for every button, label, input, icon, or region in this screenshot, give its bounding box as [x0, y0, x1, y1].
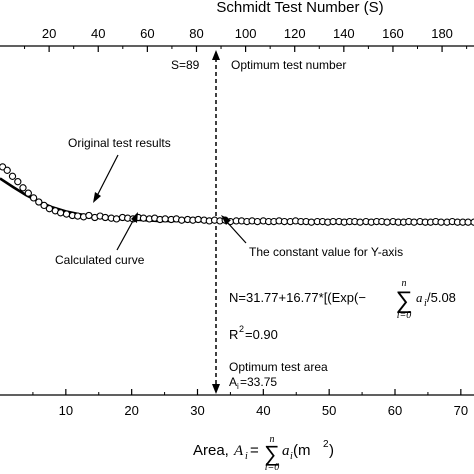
optimum-area-number: =33.75: [240, 375, 277, 389]
bottom-tick-label: 50: [322, 403, 336, 418]
data-point: [437, 218, 445, 226]
bottom-axis-title-eq: =: [250, 442, 259, 459]
data-point: [45, 205, 54, 213]
data-point: [8, 172, 17, 180]
data-point: [329, 217, 337, 226]
data-point: [139, 214, 148, 222]
r2-suffix: =0.90: [245, 327, 278, 342]
calculated-curve-label: Calculated curve: [55, 253, 145, 267]
equation-prefix: N=31.77+16.77*[(Exp(−: [229, 290, 366, 305]
optimum-line-arrow-top: [212, 50, 220, 60]
equation-sum-top: n: [402, 278, 407, 289]
data-point: [101, 213, 109, 222]
data-point: [40, 201, 48, 210]
bottom-axis-title-sum-bottom: i=0: [265, 462, 280, 473]
bottom-axis-title-sum-top: n: [270, 434, 275, 445]
data-point: [62, 210, 71, 218]
data-point: [194, 215, 202, 224]
data-point: [29, 194, 38, 202]
optimum-area-value: A i =33.75: [229, 375, 277, 391]
data-point: [410, 218, 418, 226]
data-point: [280, 217, 289, 226]
data-point: [14, 178, 22, 186]
top-tick-label: 60: [140, 26, 154, 41]
data-point: [74, 212, 82, 220]
data-point: [253, 217, 262, 226]
bottom-tick-label: 40: [256, 403, 270, 418]
top-tick-label: 80: [189, 26, 203, 41]
s-label: S=89: [171, 58, 200, 72]
data-point: [464, 218, 472, 226]
bottom-tick-label: 60: [388, 403, 402, 418]
optimum-area-var-sub: i: [237, 382, 239, 391]
data-point: [178, 216, 186, 224]
top-tick-label: 120: [284, 26, 306, 41]
data-point: [307, 218, 316, 226]
optimum-line-arrow-bottom: [212, 384, 220, 394]
bottom-axis-title-term-sub: i: [290, 451, 293, 462]
bottom-axis-ticks: 10 20 30 40 50 60 70: [32, 389, 468, 418]
bottom-axis-title-units-close: ): [329, 442, 334, 459]
constant-value-arrowhead: [221, 215, 231, 225]
data-point: [56, 209, 65, 217]
bottom-axis-title: Area, A i = n ∑ i=0 a i (m 2 ): [193, 434, 334, 473]
data-point: [85, 211, 93, 220]
fit-equation: N=31.77+16.77*[(Exp(− n ∑ i=0 a i /5.08: [229, 278, 456, 321]
data-point: [383, 218, 391, 226]
top-tick-label: 100: [235, 26, 257, 41]
bottom-axis-title-prefix: Area,: [193, 442, 229, 459]
bottom-tick-label: 70: [454, 403, 468, 418]
r-squared: R 2 =0.90: [229, 324, 278, 342]
top-axis-title: Schmidt Test Number (S): [216, 0, 383, 16]
original-test-points: [0, 163, 474, 226]
data-point: [356, 218, 364, 226]
top-tick-label: 180: [431, 26, 453, 41]
top-tick-label: 40: [91, 26, 105, 41]
bottom-axis-title-term: a: [282, 443, 290, 459]
calculated-curve-arrowhead: [131, 212, 138, 223]
bottom-tick-label: 10: [59, 403, 73, 418]
original-results-arrowhead: [93, 192, 101, 203]
r2-prefix: R: [229, 327, 238, 342]
calculated-curve-arrow: [116, 218, 135, 251]
bottom-tick-label: 30: [190, 403, 204, 418]
data-point: [24, 189, 32, 197]
optimum-test-number-label: Optimum test number: [231, 58, 346, 72]
top-axis-ticks: 20 40 60 80 100 120 140 160 180: [24, 26, 468, 52]
equation-term: a: [416, 290, 423, 305]
data-point: [19, 184, 27, 192]
optimum-area-label: Optimum test area: [229, 360, 328, 374]
data-point: [35, 198, 43, 206]
optimum-area-var: A: [229, 375, 237, 389]
original-results-label: Original test results: [68, 136, 171, 150]
constant-value-arrow: [226, 221, 247, 244]
top-tick-label: 140: [333, 26, 355, 41]
data-point: [161, 215, 169, 223]
top-tick-label: 160: [382, 26, 404, 41]
equation-sum-icon: ∑: [395, 287, 412, 314]
original-results-arrow: [96, 154, 119, 197]
equation-suffix: /5.08: [427, 290, 456, 305]
data-point: [112, 215, 121, 223]
equation-term-sub: i: [424, 298, 427, 309]
bottom-axis-sum-icon: ∑: [264, 441, 280, 466]
bottom-axis-title-units: (m: [293, 442, 311, 459]
data-point: [3, 166, 11, 174]
bottom-tick-label: 20: [124, 403, 138, 418]
bottom-axis-title-var-sub: i: [245, 451, 248, 462]
equation-sum-bottom: i=0: [397, 310, 412, 321]
bottom-axis-title-units-sup: 2: [323, 439, 329, 450]
top-tick-label: 20: [42, 26, 56, 41]
bottom-axis-title-var: A: [233, 443, 244, 459]
r2-sup: 2: [239, 324, 244, 334]
constant-value-label: The constant value for Y-axis: [249, 245, 403, 259]
